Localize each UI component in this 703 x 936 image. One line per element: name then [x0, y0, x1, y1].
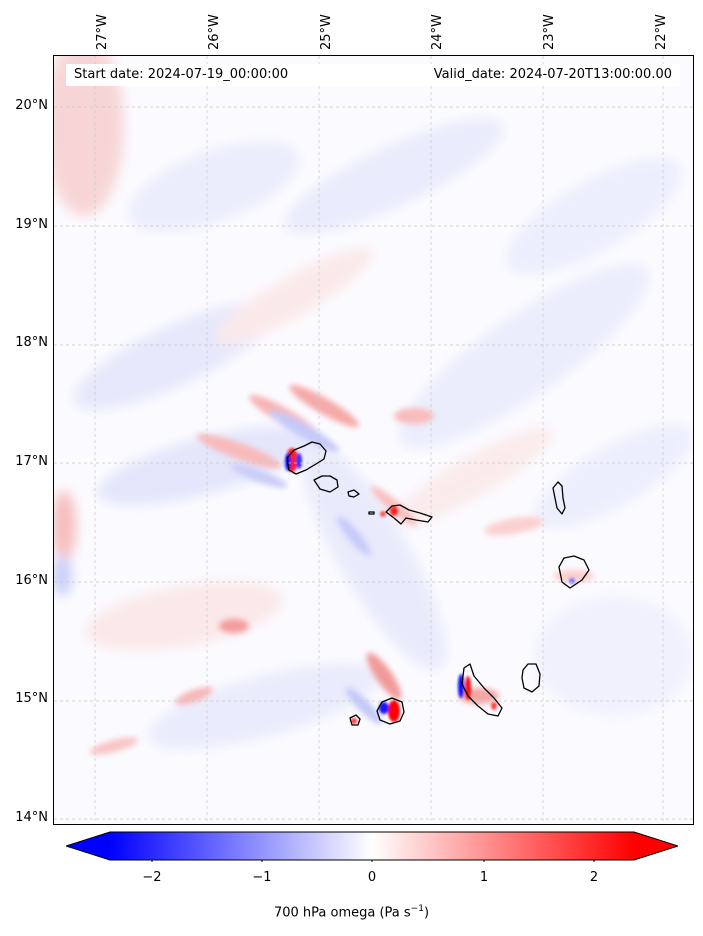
island-sao-vicente	[313, 475, 339, 493]
colorbar-label: 700 hPa omega (Pa s−1)	[0, 904, 703, 920]
colorbar-gradient	[110, 832, 634, 860]
island-santo-antao	[286, 441, 327, 475]
lat-label-14n: 14°N	[15, 810, 48, 825]
colorbar-label-exponent: −1	[410, 904, 424, 914]
island-santa-luzia	[347, 489, 360, 498]
lat-label-19n: 19°N	[15, 217, 48, 232]
colorbar-tick-2: 2	[589, 870, 599, 885]
start-date-label: Start date: 2024-07-19_00:00:00	[74, 67, 289, 82]
colorbar-extend-low	[66, 832, 110, 860]
island-sao-nicolau	[385, 504, 433, 525]
lat-label-20n: 20°N	[15, 98, 48, 113]
run-info-banner: Start date: 2024-07-19_00:00:00 Valid_da…	[66, 64, 680, 86]
lon-label-22w: 22°W	[654, 14, 669, 50]
coastlines	[286, 441, 590, 726]
lon-label-27w: 27°W	[95, 14, 110, 50]
omega-field-map	[54, 56, 693, 824]
graticule	[54, 56, 693, 824]
colorbar-outline	[66, 831, 678, 861]
island-fogo	[376, 697, 405, 725]
colorbar-tick-1: 1	[479, 870, 489, 885]
map-panel: Start date: 2024-07-19_00:00:00 Valid_da…	[53, 55, 694, 825]
omega-background-field	[54, 56, 693, 749]
lon-label-26w: 26°W	[207, 14, 222, 50]
colorbar-tick-minus1: −1	[252, 870, 272, 885]
island-santiago	[461, 663, 503, 717]
omega-colorbar	[66, 831, 678, 862]
island-boa-vista	[558, 555, 590, 589]
lon-label-23w: 23°W	[542, 14, 557, 50]
colorbar-tick-minus2: −2	[142, 870, 162, 885]
colorbar-extend-high	[634, 832, 678, 860]
lat-label-16n: 16°N	[15, 573, 48, 588]
lat-label-18n: 18°N	[15, 335, 48, 350]
colorbar-label-end: )	[423, 905, 430, 921]
lat-label-15n: 15°N	[15, 691, 48, 706]
colorbar-tick-0: 0	[367, 870, 377, 885]
lat-label-17n: 17°N	[15, 454, 48, 469]
island-sal	[552, 481, 566, 515]
lon-label-25w: 25°W	[319, 14, 334, 50]
valid-date-label: Valid_date: 2024-07-20T13:00:00.00	[433, 67, 672, 82]
island-brava	[349, 714, 361, 726]
colorbar-tick-marks	[151, 860, 595, 862]
lon-label-24w: 24°W	[430, 14, 445, 50]
colorbar-label-main: 700 hPa omega (Pa s	[273, 905, 411, 921]
island-maio	[521, 663, 541, 693]
islet-branco	[368, 511, 375, 515]
